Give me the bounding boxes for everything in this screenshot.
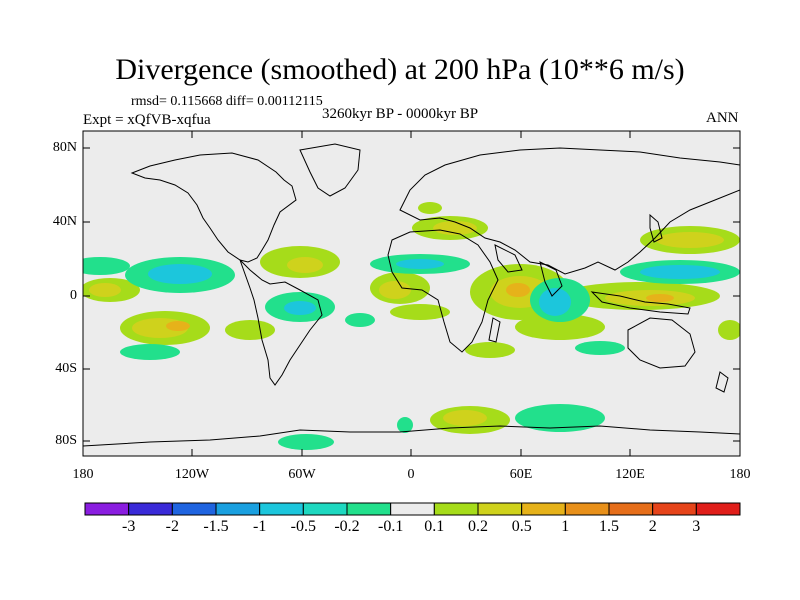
field-contour (506, 283, 530, 297)
colorbar-label: -1 (253, 518, 267, 535)
lon-tick-label: 60E (509, 467, 533, 482)
colorbar-swatch (346, 502, 392, 516)
lon-tick-label: 180 (729, 467, 751, 482)
colorbar-swatch (521, 502, 566, 516)
field-contour (443, 410, 487, 426)
colorbar-swatch (215, 502, 261, 516)
field-contour (640, 265, 720, 279)
colorbar-label: -0.5 (290, 518, 316, 535)
coastline (83, 425, 740, 447)
colorbar-label: 3 (692, 518, 701, 535)
colorbar-swatch (171, 502, 217, 516)
colorbar (84, 502, 741, 516)
colorbar-swatch (390, 502, 435, 516)
field-contour (575, 341, 625, 355)
experiment-label: Expt = xQfVB-xqfua (83, 112, 211, 128)
field-contour (287, 257, 323, 273)
tick-marks (83, 131, 740, 456)
colorbar-swatch (652, 502, 697, 516)
field-contour (656, 232, 724, 248)
coastline (299, 143, 361, 197)
field-contour (390, 304, 450, 320)
lat-tick-label: 80S (55, 433, 77, 448)
lat-tick-label: 0 (70, 288, 77, 303)
field-contour (379, 281, 411, 299)
coastline (715, 371, 729, 393)
colorbar-swatch (564, 502, 610, 516)
coastline (649, 213, 663, 243)
colorbar-swatch (84, 502, 130, 516)
colorbar-swatch (695, 502, 741, 516)
coastline (387, 229, 499, 353)
coastline (130, 152, 297, 263)
field-contour (718, 320, 740, 340)
colorbar-label: 2 (648, 518, 657, 535)
colorbar-swatch (477, 502, 523, 516)
lat-tick-label: 40N (52, 214, 77, 229)
lon-tick-label: 120W (174, 467, 210, 482)
colorbar-label: -3 (122, 518, 136, 535)
colorbar-swatch (128, 502, 173, 516)
field-contour (284, 301, 316, 315)
lon-tick-label: 60W (288, 467, 316, 482)
field-contour (120, 344, 180, 360)
lon-tick-label: 180 (72, 467, 94, 482)
lat-tick-label: 40S (55, 361, 77, 376)
colorbar-label: 1.5 (599, 518, 619, 535)
lat-tick-label: 80N (52, 140, 77, 155)
colorbar-label: 0.1 (424, 518, 445, 535)
colorbar-label: -0.1 (378, 518, 404, 535)
map-title: Divergence (smoothed) at 200 hPa (10**6 … (115, 53, 685, 86)
coastline (239, 259, 323, 386)
field-contour (539, 288, 571, 316)
lon-tick-label: 120E (615, 467, 645, 482)
field-contour (148, 264, 212, 284)
stats-text: rmsd= 0.115668 diff= 0.00112115 (131, 94, 323, 109)
field-contour (166, 321, 190, 331)
colorbar-label: -0.2 (334, 518, 360, 535)
colorbar-label: -1.5 (203, 518, 229, 535)
colorbar-label: 0.2 (468, 518, 488, 535)
field-contour (278, 434, 334, 450)
coastline (539, 261, 563, 297)
divergence-field (83, 143, 740, 450)
colorbar-swatch (302, 502, 348, 516)
field-contour (418, 202, 442, 214)
coastline (627, 317, 696, 369)
field-contour (433, 221, 477, 235)
coastline (399, 147, 740, 275)
colorbar-swatch (259, 502, 304, 516)
season-label: ANN (706, 110, 739, 126)
period-label: 3260kyr BP - 0000kyr BP (321, 106, 479, 122)
field-contour (225, 320, 275, 340)
field-contour (396, 259, 444, 269)
field-contour (515, 314, 605, 340)
field-contour (397, 417, 413, 433)
colorbar-swatch (608, 502, 654, 516)
field-contour (646, 294, 674, 302)
field-contour (89, 283, 121, 297)
lon-tick-label: 0 (407, 467, 415, 482)
field-contour (345, 313, 375, 327)
colorbar-label: 1 (561, 518, 570, 535)
colorbar-label: 0.5 (511, 518, 532, 535)
coastline (488, 317, 501, 343)
field-contour (515, 404, 605, 432)
colorbar-swatch (433, 502, 479, 516)
colorbar-label: -2 (165, 518, 179, 535)
field-contour (465, 342, 515, 358)
coastline (590, 291, 691, 315)
field-contour (83, 257, 130, 275)
coastline (494, 244, 523, 273)
